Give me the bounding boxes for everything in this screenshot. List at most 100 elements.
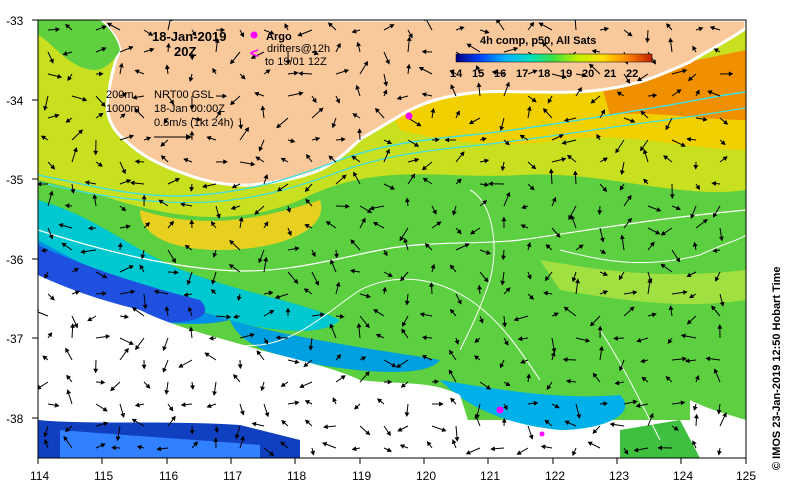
current-vector <box>359 293 372 299</box>
sst-field <box>38 20 746 458</box>
current-vector <box>167 269 179 275</box>
current-vector <box>210 221 217 229</box>
current-vector <box>396 359 409 368</box>
current-vector <box>551 403 560 409</box>
current-vector <box>180 402 193 408</box>
current-vector <box>63 435 73 449</box>
current-vector <box>519 134 529 141</box>
current-vector <box>70 323 75 339</box>
current-vector <box>263 256 269 273</box>
current-vector <box>335 314 345 319</box>
current-vector <box>609 422 625 428</box>
current-vector <box>211 271 217 285</box>
current-vector <box>383 447 392 452</box>
nrt-line1: NRT00 GSL <box>154 89 214 101</box>
current-vector <box>488 181 505 187</box>
current-vector <box>186 271 193 286</box>
current-vector <box>311 107 324 119</box>
current-vector <box>418 67 433 75</box>
current-vector <box>286 205 292 213</box>
current-vector <box>709 25 721 31</box>
current-vector <box>623 117 636 123</box>
current-vector <box>351 155 361 163</box>
current-vector <box>287 227 292 236</box>
current-vector <box>335 137 346 142</box>
current-vector <box>599 249 607 254</box>
current-vector <box>131 418 145 427</box>
current-vector <box>215 27 226 33</box>
current-vector <box>119 113 126 119</box>
current-vector <box>229 239 241 251</box>
current-vector <box>404 293 410 306</box>
current-vector <box>455 178 462 185</box>
current-vector <box>640 110 649 119</box>
current-vector <box>47 190 54 207</box>
current-vector <box>162 359 169 373</box>
current-vector <box>212 249 218 258</box>
current-vector <box>401 328 409 339</box>
current-vector <box>239 332 255 339</box>
current-vector <box>66 374 73 383</box>
current-vector <box>263 221 269 229</box>
current-vector <box>95 161 103 167</box>
current-vector <box>285 51 291 65</box>
current-vector <box>671 139 686 147</box>
current-vector <box>275 335 289 341</box>
current-vector <box>671 68 688 75</box>
current-vector <box>239 73 246 80</box>
current-vector <box>399 227 409 242</box>
current-vector <box>212 381 217 396</box>
current-vector <box>335 68 350 75</box>
current-vector <box>500 161 506 172</box>
current-vector <box>325 221 337 229</box>
current-vector <box>287 271 299 285</box>
drifters-line2: to 19/01 12Z <box>265 56 327 68</box>
current-vector <box>719 227 724 242</box>
current-vector <box>191 29 197 37</box>
current-vector <box>263 29 275 35</box>
current-vector <box>711 305 721 317</box>
current-vector <box>660 227 673 236</box>
current-vector <box>599 227 605 243</box>
current-vector <box>501 216 507 229</box>
current-vector <box>575 403 582 419</box>
current-vector <box>713 48 721 53</box>
current-vector <box>455 293 462 305</box>
current-vector <box>513 315 529 322</box>
credit-text: © IMOS 23-Jan-2019 12:50 Hobart Time <box>771 266 783 470</box>
current-vector <box>184 244 193 251</box>
current-vector <box>228 264 241 273</box>
current-vector <box>671 249 681 263</box>
current-vector <box>297 29 313 37</box>
current-vector <box>620 234 625 251</box>
colorbar-title: 4h comp, p50, All Sats <box>480 35 596 47</box>
current-vector <box>230 95 241 106</box>
current-vector <box>183 292 193 298</box>
current-vector <box>551 312 559 317</box>
current-vector <box>143 222 151 229</box>
current-vector <box>47 51 54 64</box>
current-vector <box>619 161 625 176</box>
current-vector <box>95 47 107 53</box>
current-vector <box>188 73 194 83</box>
current-vector <box>256 350 265 361</box>
current-vector <box>335 354 342 361</box>
current-vector <box>143 136 152 142</box>
current-vector <box>671 89 682 97</box>
current-vector <box>574 20 577 31</box>
current-vector <box>527 95 537 103</box>
current-vector <box>503 287 511 295</box>
current-vector <box>87 225 97 231</box>
current-vector <box>548 168 554 185</box>
current-vector <box>399 444 409 449</box>
current-vector <box>115 425 121 442</box>
current-vector <box>647 205 662 212</box>
current-vector <box>254 91 265 97</box>
x-tick-label: 122 <box>545 469 565 483</box>
current-vector <box>80 249 97 255</box>
current-vector <box>352 113 361 119</box>
current-vector <box>400 381 409 388</box>
current-vector <box>183 157 193 163</box>
current-vector <box>479 249 491 255</box>
current-vector <box>167 177 181 185</box>
